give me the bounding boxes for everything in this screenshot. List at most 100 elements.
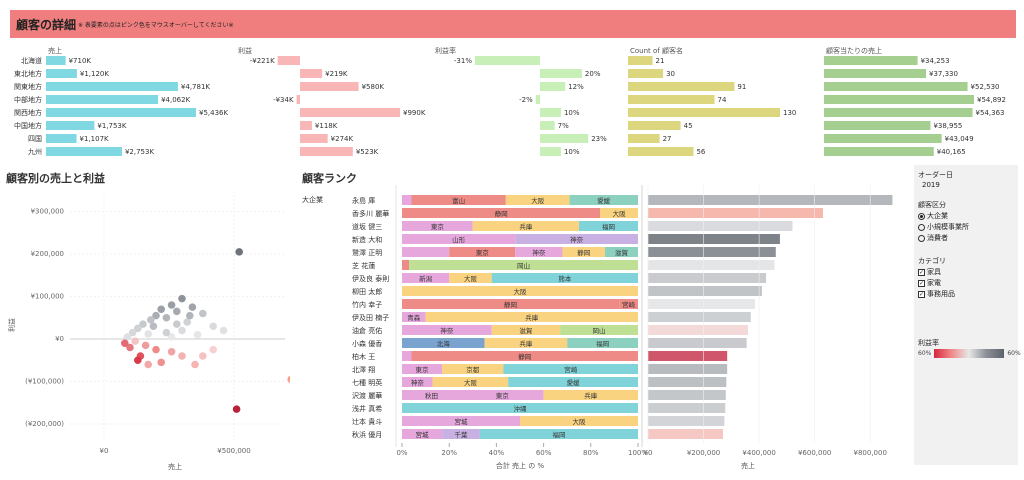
scatter-y-tick: ¥200,000	[31, 250, 64, 258]
prefecture-label: 兵庫	[519, 339, 533, 348]
scatter-point	[123, 333, 132, 341]
prefecture-label: 大阪	[464, 274, 478, 283]
per-customer-bar	[824, 134, 942, 143]
prefecture-segment	[402, 234, 516, 244]
prefecture-label: 新潟	[419, 274, 433, 283]
prefecture-segment	[402, 286, 638, 296]
customer-sales-bar	[648, 221, 793, 231]
radio-icon[interactable]	[918, 234, 925, 242]
prefecture-segment	[569, 195, 638, 205]
prefecture-segment	[411, 195, 506, 205]
rank-title: 顧客ランク	[302, 172, 357, 185]
customer-sales-bar	[648, 364, 728, 374]
sales-bar	[46, 121, 95, 130]
count-value: 91	[737, 83, 746, 91]
count-bar	[628, 82, 735, 91]
per-customer-bar	[824, 108, 973, 117]
prefecture-segment	[402, 299, 620, 309]
scatter-point	[128, 328, 137, 337]
filter-panel: オーダー日 2019 顧客区分 大企業 小規模事業所 消費者 カテゴリ ✓ 家具 …	[914, 165, 1021, 465]
prefecture-segment	[402, 416, 520, 426]
checkbox-checked-icon[interactable]: ✓	[918, 268, 925, 276]
segment-option-small-business[interactable]: 小規模事業所	[918, 222, 969, 232]
prefecture-label: 北海	[437, 339, 451, 348]
prefecture-label: 宮城	[455, 417, 469, 426]
prefecture-label: 神奈	[570, 235, 584, 244]
prefecture-label: 大阪	[573, 417, 587, 426]
prefecture-segment	[402, 325, 492, 335]
category-option-furniture[interactable]: ✓ 家具	[918, 268, 941, 276]
customer-sales-bar	[648, 286, 762, 296]
radio-icon[interactable]	[918, 223, 925, 231]
prefecture-label: 大阪	[531, 196, 545, 205]
year-filter-value[interactable]: 2019	[922, 181, 940, 189]
sales-value: ¥1,120K	[80, 70, 109, 78]
customer-sales-bar	[648, 403, 726, 413]
pct-axis-label: 合計 売上 の %	[496, 461, 545, 470]
per-customer-bar	[824, 121, 931, 130]
scatter-point	[199, 352, 207, 360]
prefecture-label: 兵庫	[584, 391, 598, 400]
category-option-appliance[interactable]: ✓ 家電	[918, 279, 941, 287]
radio-selected-icon[interactable]	[918, 212, 925, 220]
prefecture-segment	[600, 208, 638, 218]
prefecture-segment	[604, 247, 638, 257]
dashboard-header: 顧客の詳細 ※ 表要素の点はピンク色をマウスオーバーしてください※	[10, 10, 1016, 38]
margin-legend-max: 60%	[1007, 350, 1021, 357]
scatter-point	[157, 305, 165, 314]
prefecture-segment	[508, 377, 638, 387]
scatter-point	[287, 375, 290, 383]
profit-value: -¥221K	[250, 57, 275, 65]
region-label: 中国地方	[14, 121, 42, 130]
prefecture-segment	[503, 364, 638, 374]
margin-bar	[540, 121, 555, 130]
prefecture-label: 東京	[431, 222, 445, 231]
scatter-point	[162, 328, 171, 337]
count-value: 56	[696, 148, 705, 156]
scatter-point	[126, 343, 134, 352]
checkbox-checked-icon[interactable]: ✓	[918, 290, 925, 298]
sales-value: ¥4,781K	[181, 83, 210, 91]
customer-name: 鷲澤 正明	[352, 248, 382, 257]
category-filter-label: カテゴリ	[918, 257, 946, 265]
margin-bar	[540, 134, 589, 143]
regional-summary: 売上 利益 利益率 Count of 顧客名 顧客当たりの売上 北海道 東北地方関…	[0, 44, 1024, 164]
prefecture-segment	[442, 429, 480, 439]
customer-name: 伊及田 楠子	[352, 313, 389, 322]
prefecture-segment	[402, 403, 638, 413]
customer-sales-bar	[648, 390, 726, 400]
prefecture-label: 滋賀	[519, 326, 533, 335]
customer-name: 柳田 太郎	[352, 287, 382, 296]
segment-option-enterprise[interactable]: 大企業	[918, 211, 969, 221]
scatter-y-tick: ¥300,000	[31, 208, 64, 216]
header-note: ※ 表要素の点はピンク色をマウスオーバーしてください※	[78, 22, 234, 29]
margin-bar	[540, 147, 561, 156]
prefecture-label: 大阪	[613, 209, 627, 218]
sales-value: ¥1,107K	[80, 135, 109, 143]
customer-sales-bar	[648, 273, 767, 283]
prefecture-label: 富山	[452, 196, 465, 205]
customer-name: 七種 明英	[352, 378, 382, 387]
customer-name: 浅井 真希	[352, 404, 382, 413]
sales-bar	[46, 56, 66, 65]
sales-axis-tick-label: ¥400,000	[742, 449, 775, 457]
sales-bar	[46, 108, 196, 117]
margin-value: 7%	[558, 122, 569, 130]
pct-axis-tick-label: 0%	[396, 449, 407, 457]
category-option-office[interactable]: ✓ 事務用品	[918, 290, 955, 298]
prefecture-label: 東京	[496, 391, 510, 400]
scatter-point	[178, 326, 186, 335]
scatter-point	[167, 333, 176, 341]
segment-option-consumer[interactable]: 消費者	[918, 233, 969, 243]
per-customer-bar	[824, 95, 974, 104]
checkbox-checked-icon[interactable]: ✓	[918, 279, 925, 287]
prefecture-segment	[491, 325, 561, 335]
sales-bar	[46, 69, 77, 78]
customer-name: 永島 庫	[352, 196, 375, 205]
sales-axis-tick-label: ¥800,000	[854, 449, 887, 457]
prefecture-segment	[520, 416, 638, 426]
per-customer-value: ¥43,049	[945, 135, 974, 143]
prefecture-segment	[402, 377, 433, 387]
prefecture-segment	[449, 247, 516, 257]
customer-sales-bar	[648, 195, 893, 205]
